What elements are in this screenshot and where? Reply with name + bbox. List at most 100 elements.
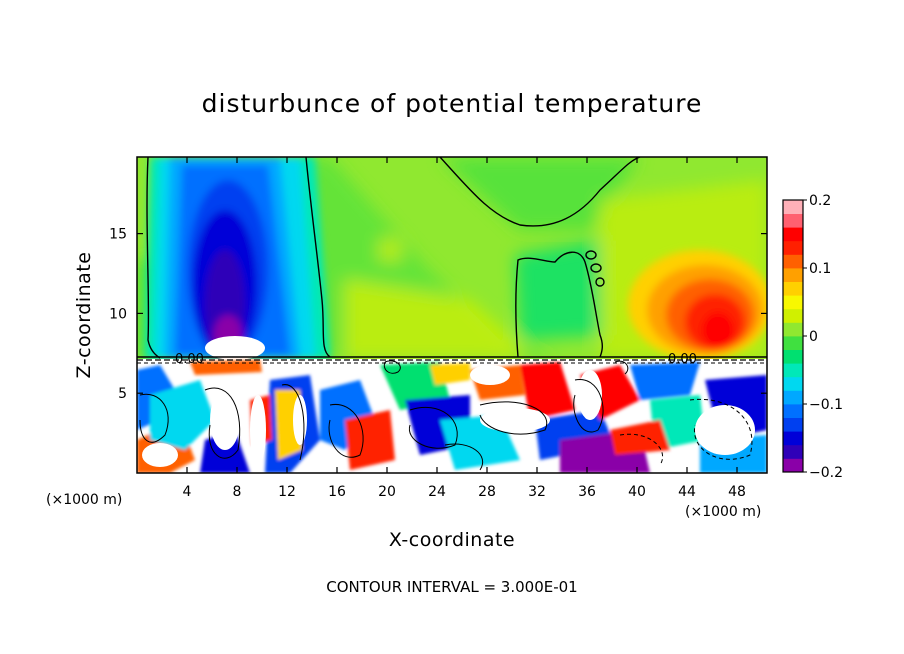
bl-blob-24 <box>190 360 262 375</box>
colorbar-segment <box>783 322 803 337</box>
x-tick-label: 20 <box>378 484 396 500</box>
contour-label-right: 0.00 <box>668 352 697 367</box>
y-tick-label: 10 <box>109 306 127 322</box>
chart-title: disturbunce of potential temperature <box>202 89 703 118</box>
contour-label-left: 0.00 <box>175 352 204 367</box>
colorbar-segment <box>783 444 803 459</box>
bl-white-5 <box>578 370 602 420</box>
colorbar-segment <box>783 213 803 228</box>
colorbar-tick-label: 0.2 <box>809 193 831 209</box>
x-tick-label: 36 <box>578 484 596 500</box>
colorbar-segment <box>783 363 803 378</box>
colorbar <box>782 199 804 473</box>
boundary-layer-white-patches <box>142 365 755 467</box>
boundary-layer-blobs <box>137 360 767 473</box>
warm-level-5 <box>702 312 734 348</box>
x-tick-label: 24 <box>428 484 446 500</box>
colorbar-segment <box>783 417 803 432</box>
plot-area: 0.00 0.00 <box>137 157 767 473</box>
warm-anomaly <box>628 250 767 360</box>
bl-blob-17 <box>630 362 700 400</box>
bl-contour-10 <box>444 443 483 471</box>
colorbar-tick-label: −0.1 <box>809 397 843 413</box>
colorbar-segment <box>783 458 803 473</box>
colorbar-segment <box>783 404 803 418</box>
bl-contour-2 <box>204 387 241 459</box>
bl-contour-8 <box>689 398 753 460</box>
colorbar-segment <box>783 431 803 446</box>
y-axis-ticks: 5 10 15 <box>109 227 767 402</box>
bl-blob-13 <box>520 362 575 420</box>
bl-white-8 <box>470 365 510 385</box>
x-tick-label: 8 <box>233 484 242 500</box>
colorbar-tick-label: 0 <box>809 329 818 345</box>
colorbar-tick-label: 0.1 <box>809 261 831 277</box>
x-tick-label: 44 <box>678 484 696 500</box>
contour-left <box>146 157 161 359</box>
contour-small-loop-2 <box>590 263 602 273</box>
colorbar-segment <box>783 240 803 255</box>
x-tick-label: 12 <box>278 484 296 500</box>
plot-frame <box>136 156 768 474</box>
contour-small-loop-1 <box>585 250 597 260</box>
bl-contour-6 <box>479 401 548 435</box>
colorbar-tick-label: −0.2 <box>809 465 843 481</box>
bl-white-1 <box>210 390 240 450</box>
bl-contour-5 <box>408 406 458 449</box>
bl-contour-7 <box>573 379 604 433</box>
cold-anomaly <box>145 157 330 360</box>
neutral-zone-top <box>440 157 640 230</box>
bl-contour-4 <box>328 404 364 458</box>
x-tick-label: 28 <box>478 484 496 500</box>
x-tick-label: 16 <box>328 484 346 500</box>
weak-warm-left <box>345 280 520 359</box>
bl-contour-12 <box>614 360 629 375</box>
x-axis-ticks: 4 8 12 16 20 24 28 32 36 40 44 48 <box>183 157 746 500</box>
bl-blob-4 <box>200 430 250 473</box>
bl-white-7 <box>142 443 178 467</box>
y-axis-title: Z-coordinate <box>73 252 95 379</box>
bl-white-3 <box>293 395 307 445</box>
x-tick-label: 4 <box>183 484 192 500</box>
cold-overshoot <box>205 336 265 360</box>
bl-white-4 <box>480 408 550 432</box>
bl-blob-21 <box>430 363 470 385</box>
contour-interval-note: CONTOUR INTERVAL = 3.000E-01 <box>326 578 577 596</box>
colorbar-segment <box>783 349 803 364</box>
bl-contour-1 <box>139 393 169 443</box>
colorbar-segment <box>783 281 803 296</box>
colorbar-segment <box>783 200 803 214</box>
contour-small-loop-3 <box>595 277 605 287</box>
y-tick-label: 5 <box>118 386 127 402</box>
bl-blob-22 <box>610 420 670 455</box>
colorbar-segment <box>783 268 803 282</box>
bl-contour-3 <box>281 384 305 461</box>
bl-white-6 <box>695 405 755 455</box>
colorbar-segment <box>783 376 803 391</box>
colorbar-segment <box>783 254 803 269</box>
contour-top <box>439 157 641 227</box>
contour-cold-edge <box>305 157 331 358</box>
neutral-zone-mid <box>515 240 605 340</box>
bl-white-2 <box>250 395 266 465</box>
colorbar-ticks: 0.2 0.1 0 −0.1 −0.2 <box>803 193 843 481</box>
boundary-layer-contours <box>139 360 753 471</box>
colorbar-segment <box>783 295 803 310</box>
x-tick-label: 32 <box>528 484 546 500</box>
y-tick-label: 15 <box>109 227 127 243</box>
colorbar-segment <box>783 308 803 323</box>
colorbar-segment <box>783 390 803 405</box>
bl-blob-8 <box>345 410 395 470</box>
x-tick-label: 48 <box>728 484 746 500</box>
y-axis-unit: (×1000 m) <box>46 492 122 508</box>
zero-contours <box>146 157 641 359</box>
colorbar-segment <box>783 227 803 242</box>
x-axis-title: X-coordinate <box>389 529 515 551</box>
colorbar-segment <box>783 336 803 350</box>
bl-contour-11 <box>383 360 401 374</box>
bl-contour-9 <box>619 433 663 466</box>
x-tick-label: 40 <box>628 484 646 500</box>
weak-warm-spot <box>380 240 400 260</box>
contour-mid-column <box>515 251 603 358</box>
